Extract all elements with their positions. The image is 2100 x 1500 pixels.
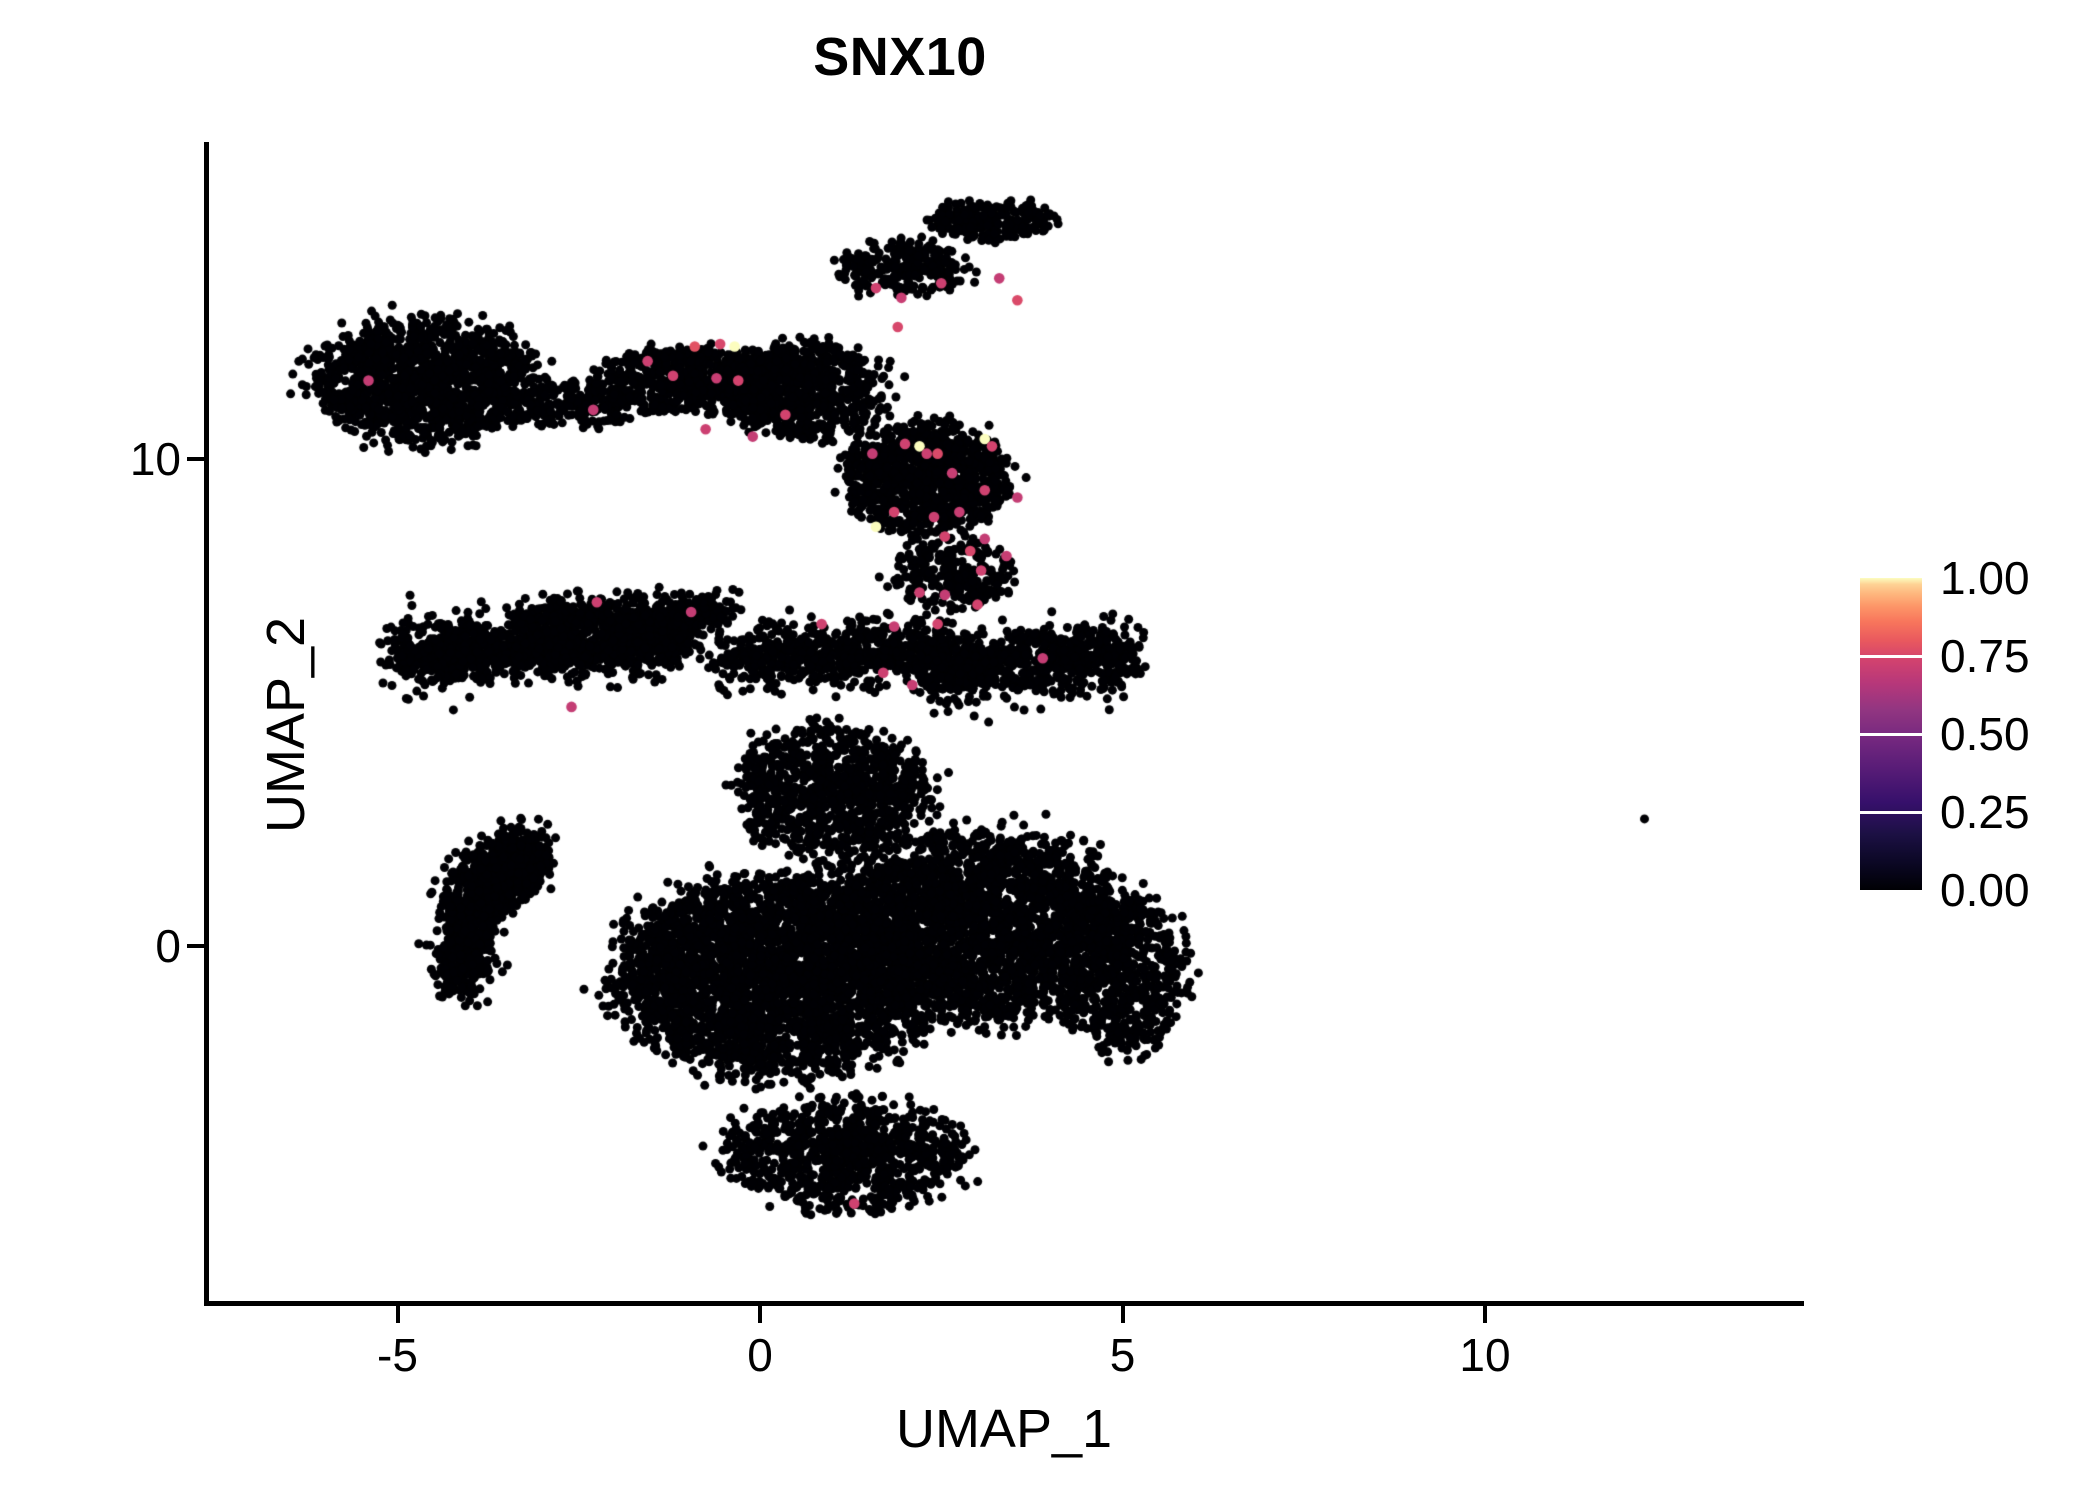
x-tick-mark xyxy=(1120,1306,1125,1323)
x-tick-mark xyxy=(758,1306,762,1323)
colorbar-tick-label: 1.00 xyxy=(1940,552,2030,604)
x-axis-line xyxy=(204,1301,1804,1306)
colorbar-tick-label: 0.75 xyxy=(1940,630,2030,682)
y-tick-mark xyxy=(187,943,204,948)
x-tick-label: 5 xyxy=(1109,1329,1136,1381)
y-tick-mark xyxy=(187,456,204,461)
colorbar-tick-mark xyxy=(1860,654,1922,658)
x-tick-mark xyxy=(395,1306,400,1323)
x-tick-label: 10 xyxy=(1459,1329,1511,1381)
colorbar-tick-label: 0.50 xyxy=(1940,708,2030,760)
y-axis-line xyxy=(204,142,209,1306)
y-axis-title: UMAP_2 xyxy=(256,616,316,834)
x-axis-title: UMAP_1 xyxy=(895,1399,1113,1459)
colorbar-legend: 0.00 0.25 0.50 0.75 1.00 xyxy=(1860,552,2080,916)
plot-panel xyxy=(209,142,1804,1301)
x-tick-label: -5 xyxy=(377,1329,418,1381)
y-tick-label: 10 xyxy=(129,432,181,485)
scatter-plot-canvas xyxy=(209,142,1804,1301)
y-tick-label: 0 xyxy=(155,919,181,972)
x-tick-label: 0 xyxy=(747,1329,773,1381)
page-title: SNX10 xyxy=(813,27,987,87)
colorbar-tick-label: 0.25 xyxy=(1940,786,2030,838)
colorbar-tick-label: 0.00 xyxy=(1940,864,2030,916)
colorbar-tick-mark xyxy=(1860,810,1922,814)
colorbar-tick-mark xyxy=(1860,732,1922,736)
x-tick-mark xyxy=(1483,1306,1487,1323)
